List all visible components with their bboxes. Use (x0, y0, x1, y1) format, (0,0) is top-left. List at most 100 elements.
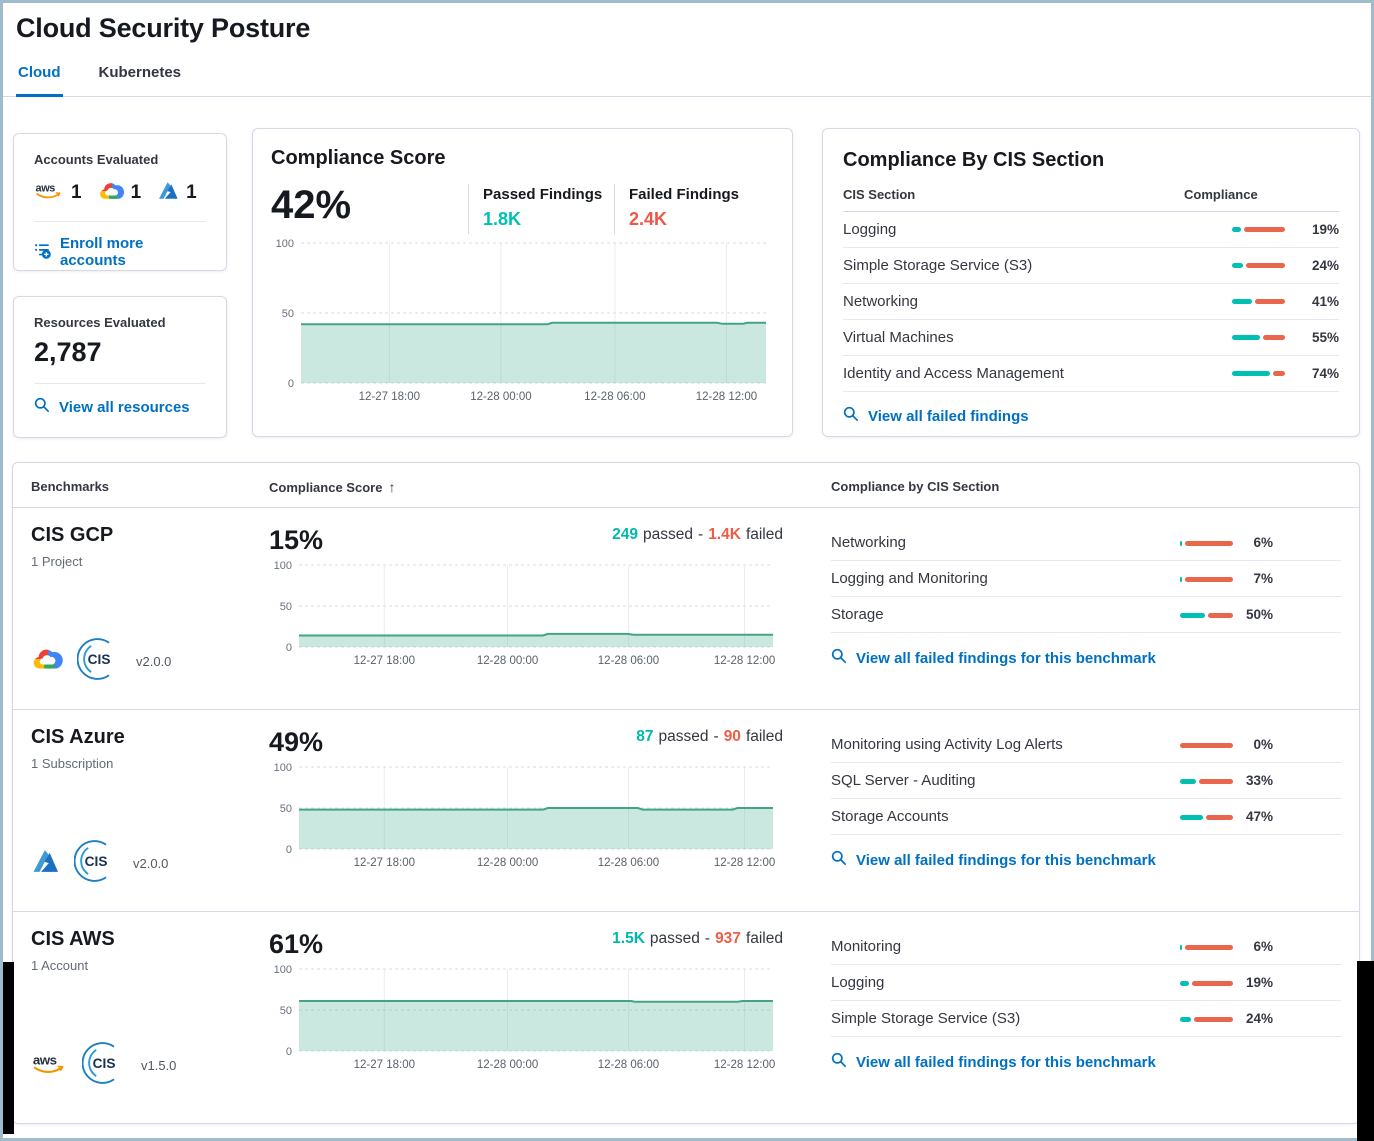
gcp-icon (31, 646, 64, 677)
svg-text:12-28 12:00: 12-28 12:00 (696, 391, 757, 403)
compliance-bar (1180, 612, 1233, 618)
benchmark-section-row: Logging 19% (831, 965, 1341, 1001)
compliance-bar (1232, 227, 1285, 232)
accounts-evaluated-card: Accounts Evaluated aws 1 (13, 133, 227, 271)
svg-text:12-28 00:00: 12-28 00:00 (477, 655, 538, 667)
sort-ascending-icon: ↑ (388, 479, 396, 495)
cis-section-row: Identity and Access Management 74% (843, 356, 1339, 392)
benchmark-score: 15% (269, 525, 324, 555)
svg-text:12-28 12:00: 12-28 12:00 (714, 857, 775, 869)
benchmark-section-row: Networking 6% (831, 525, 1341, 561)
passed-findings-value: 1.8K (483, 209, 522, 229)
svg-text:12-28 06:00: 12-28 06:00 (584, 391, 645, 403)
compliance-bar (1180, 576, 1233, 582)
enroll-more-accounts-link[interactable]: Enroll more accounts (34, 235, 206, 269)
benchmark-subtitle: 1 Subscription (31, 756, 114, 771)
svg-text:50: 50 (280, 803, 292, 815)
compliance-score-card: Compliance Score 42% Passed Findings 1.8… (252, 128, 793, 437)
aws-account-count: aws 1 (34, 180, 82, 206)
svg-text:12-27 18:00: 12-27 18:00 (354, 857, 415, 869)
view-failed-findings-benchmark-link[interactable]: View all failed findings for this benchm… (831, 850, 1341, 870)
svg-text:100: 100 (276, 238, 294, 250)
tab-bar: Cloud Kubernetes (0, 64, 1374, 97)
failed-findings-stat: Failed Findings 2.4K (614, 184, 760, 234)
azure-icon (31, 847, 61, 880)
svg-text:CIS: CIS (88, 652, 111, 667)
gcp-account-count: 1 (98, 180, 141, 207)
search-icon (843, 406, 859, 426)
compliance-bar (1232, 335, 1285, 340)
view-all-failed-findings-link[interactable]: View all failed findings (843, 406, 1339, 426)
search-icon (34, 397, 50, 417)
compliance-bar (1180, 980, 1233, 986)
col-compliance-by-cis-section: Compliance by CIS Section (831, 479, 1000, 494)
compliance-score-title: Compliance Score (271, 147, 446, 169)
compliance-bar (1232, 299, 1285, 304)
tab-kubernetes[interactable]: Kubernetes (98, 64, 182, 81)
tab-cloud[interactable]: Cloud (16, 64, 63, 97)
svg-text:50: 50 (280, 1005, 292, 1017)
resources-count: 2,787 (34, 337, 102, 367)
benchmark-section-row: Monitoring 6% (831, 929, 1341, 965)
benchmark-version: v1.5.0 (141, 1058, 177, 1073)
cis-gcp-trend-chart: 0 50 100 12-27 18:00 12-28 00:00 12-28 06:00 1… (269, 560, 789, 677)
compliance-bar (1180, 814, 1233, 820)
benchmark-section-row: Storage Accounts 47% (831, 799, 1341, 835)
svg-text:12-27 18:00: 12-27 18:00 (354, 655, 415, 667)
resources-card-title: Resources Evaluated (34, 315, 166, 330)
view-failed-findings-benchmark-link[interactable]: View all failed findings for this benchm… (831, 1052, 1341, 1072)
benchmarks-table-header: Benchmarks Compliance Score ↑ Compliance … (13, 463, 1359, 508)
benchmark-section-row: Simple Storage Service (S3) 24% (831, 1001, 1341, 1037)
view-all-resources-link[interactable]: View all resources (34, 397, 206, 417)
cis-section-row: Logging 19% (843, 212, 1339, 248)
svg-text:12-28 00:00: 12-28 00:00 (470, 391, 531, 403)
cis-logo: CIS (76, 638, 119, 685)
passed-failed-summary: 1.5K passed - 937 failed (612, 930, 783, 947)
search-icon (831, 850, 847, 870)
compliance-bar (1180, 778, 1233, 784)
cis-section-row: Networking 41% (843, 284, 1339, 320)
overall-score-value: 42% (271, 183, 352, 227)
compliance-bar (1180, 944, 1233, 950)
svg-text:50: 50 (282, 308, 294, 320)
cis-section-table-header: CIS Section Compliance (843, 187, 1339, 212)
col-compliance-score[interactable]: Compliance Score ↑ (269, 479, 396, 495)
page-header: Cloud Security Posture (0, 0, 1374, 44)
svg-text:12-28 00:00: 12-28 00:00 (477, 1059, 538, 1071)
page-title: Cloud Security Posture (16, 13, 311, 43)
svg-text:aws: aws (36, 182, 56, 194)
benchmark-section-row: Storage 50% (831, 597, 1341, 633)
failed-findings-value: 2.4K (629, 209, 668, 229)
svg-text:12-28 12:00: 12-28 12:00 (714, 655, 775, 667)
compliance-by-cis-section-card: Compliance By CIS Section CIS Section Co… (822, 128, 1360, 437)
compliance-bar (1180, 742, 1233, 748)
aws-icon: aws (31, 1051, 69, 1081)
list-add-icon (34, 242, 51, 263)
cis-section-row: Simple Storage Service (S3) 24% (843, 248, 1339, 284)
view-failed-findings-benchmark-link[interactable]: View all failed findings for this benchm… (831, 648, 1341, 668)
benchmark-score: 49% (269, 727, 324, 757)
cis-logo: CIS (73, 840, 116, 887)
svg-text:12-28 06:00: 12-28 06:00 (598, 1059, 659, 1071)
svg-text:12-28 06:00: 12-28 06:00 (598, 655, 659, 667)
compliance-bar (1232, 263, 1285, 268)
compliance-bar (1232, 371, 1285, 376)
svg-text:0: 0 (288, 378, 294, 390)
passed-findings-stat: Passed Findings 1.8K (468, 184, 614, 234)
svg-text:CIS: CIS (85, 854, 108, 869)
svg-text:0: 0 (286, 1046, 292, 1058)
svg-text:100: 100 (274, 964, 292, 976)
benchmark-score: 61% (269, 929, 324, 959)
col-benchmarks: Benchmarks (31, 479, 110, 494)
compliance-score-trend-chart: 0 50 100 12-27 18:00 12-28 00:00 12-28 06:00 1… (271, 238, 774, 415)
cis-section-card-title: Compliance By CIS Section (843, 149, 1105, 171)
benchmark-row-cis-gcp: CIS GCP 1 Project (13, 508, 1359, 709)
benchmark-row-cis-azure: CIS Azure 1 Subscription CIS v2.0.0 (13, 709, 1359, 911)
svg-text:50: 50 (280, 601, 292, 613)
screenshot-black-bar-right (1357, 961, 1374, 1141)
benchmark-subtitle: 1 Project (31, 554, 83, 569)
compliance-bar (1180, 1016, 1233, 1022)
resources-evaluated-card: Resources Evaluated 2,787 View all resou… (13, 296, 227, 438)
compliance-bar (1180, 540, 1233, 546)
benchmark-section-row: SQL Server - Auditing 33% (831, 763, 1341, 799)
